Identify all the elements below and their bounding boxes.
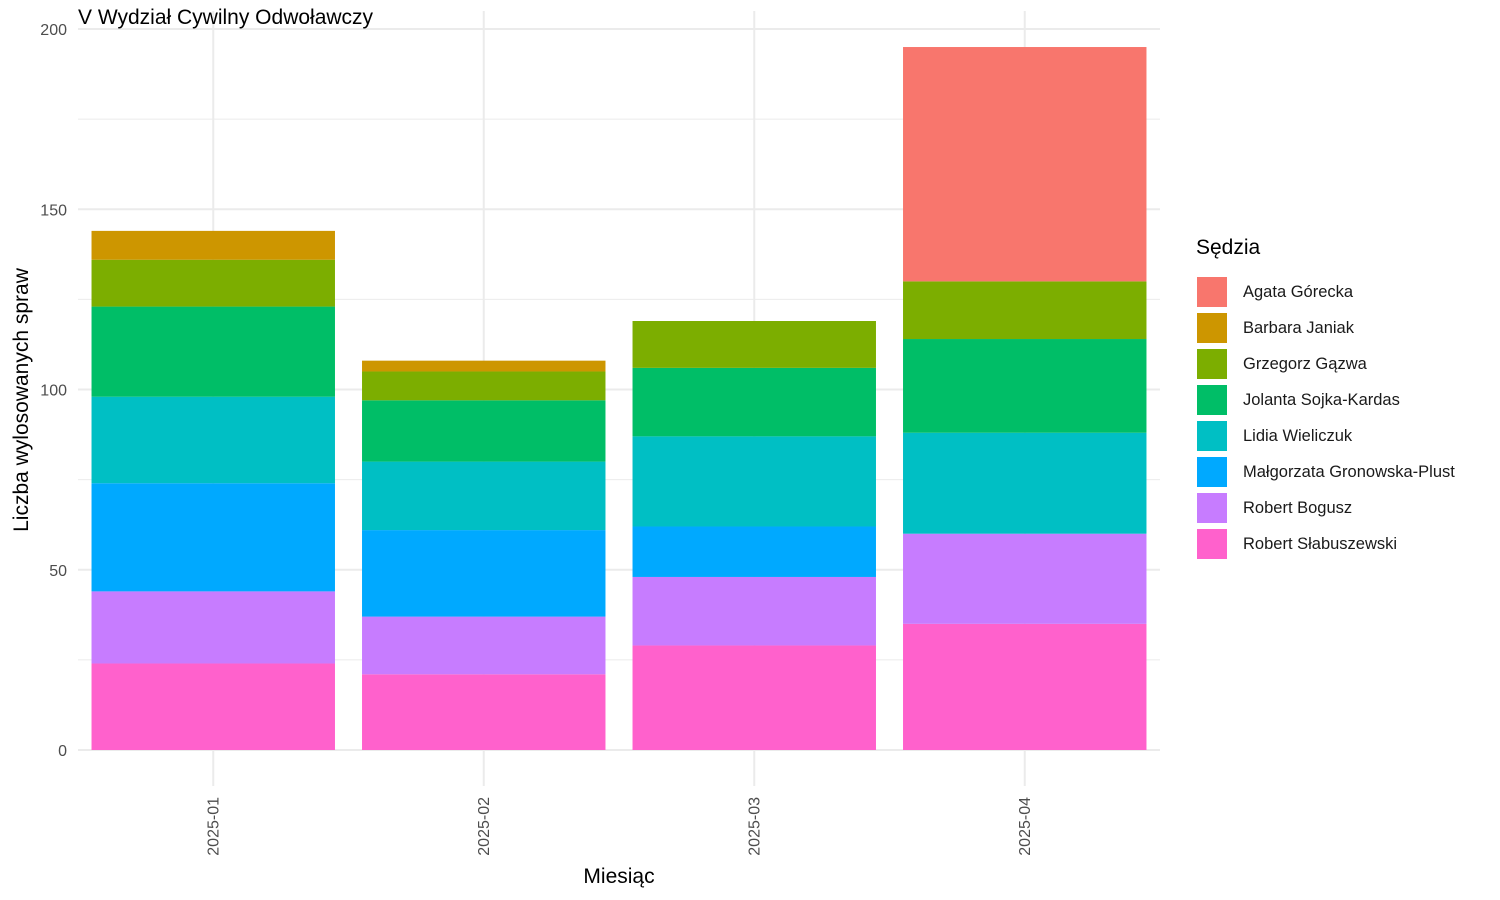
legend-key bbox=[1196, 420, 1228, 452]
y-tick-label: 150 bbox=[40, 202, 67, 219]
bar-segment bbox=[91, 230, 335, 260]
legend-item: Grzegorz Gązwa bbox=[1196, 346, 1455, 382]
bar-segment bbox=[903, 281, 1147, 340]
legend-title: Sędzia bbox=[1196, 236, 1261, 259]
legend-item: Robert Bogusz bbox=[1196, 490, 1455, 526]
bar-segment bbox=[362, 360, 606, 372]
bar-segment bbox=[903, 623, 1147, 750]
legend-key bbox=[1196, 492, 1228, 524]
bar-segment bbox=[91, 396, 335, 484]
y-tick-label: 50 bbox=[49, 563, 67, 580]
legend-label: Robert Słabuszewski bbox=[1243, 534, 1398, 553]
x-tick-label: 2025-04 bbox=[1017, 797, 1034, 856]
legend-item: Lidia Wieliczuk bbox=[1196, 418, 1455, 454]
bar-segment bbox=[362, 461, 606, 531]
legend-key bbox=[1196, 348, 1228, 380]
legend-item: Małgorzata Gronowska-Plust bbox=[1196, 454, 1455, 490]
bar-segment bbox=[91, 663, 335, 750]
bar-segment bbox=[91, 306, 335, 397]
bar-segment bbox=[91, 259, 335, 307]
bar-segment bbox=[91, 483, 335, 592]
legend-item: Agata Górecka bbox=[1196, 274, 1455, 310]
x-tick-label: 2025-01 bbox=[205, 797, 222, 856]
x-axis-title: Miesiąc bbox=[583, 865, 655, 888]
bar-segment bbox=[362, 530, 606, 617]
bar-segment bbox=[362, 400, 606, 462]
legend-item: Barbara Janiak bbox=[1196, 310, 1455, 346]
legend-label: Agata Górecka bbox=[1243, 282, 1354, 301]
bar-segment bbox=[362, 371, 606, 401]
bar-segment bbox=[903, 339, 1147, 433]
x-tick-label: 2025-02 bbox=[476, 797, 493, 856]
legend-key bbox=[1196, 312, 1228, 344]
bar-segment bbox=[632, 576, 876, 646]
y-tick-label: 200 bbox=[40, 22, 67, 39]
legend-label: Grzegorz Gązwa bbox=[1243, 354, 1367, 373]
y-axis-title: Liczba wylosowanych spraw bbox=[10, 268, 33, 532]
bar-segment bbox=[632, 436, 876, 527]
legend-label: Robert Bogusz bbox=[1243, 498, 1353, 517]
y-tick-label: 0 bbox=[58, 743, 67, 760]
bar-segment bbox=[632, 645, 876, 750]
bar-segment bbox=[903, 432, 1147, 534]
legend-key bbox=[1196, 456, 1228, 488]
legend-label: Barbara Janiak bbox=[1243, 318, 1354, 337]
x-tick-label: 2025-03 bbox=[746, 797, 763, 856]
legend-key bbox=[1196, 384, 1228, 416]
bar-segment bbox=[632, 367, 876, 437]
bar-segment bbox=[903, 47, 1147, 282]
bar-segment bbox=[362, 674, 606, 750]
bar-segment bbox=[632, 321, 876, 368]
bar-segment bbox=[632, 526, 876, 577]
legend-item: Jolanta Sojka-Kardas bbox=[1196, 382, 1455, 418]
chart-title: V Wydział Cywilny Odwoławczy bbox=[78, 6, 374, 29]
legend: Sędzia Agata Górecka Barbara Janiak Grzego… bbox=[1196, 236, 1455, 562]
y-tick-label: 100 bbox=[40, 383, 67, 400]
bar-segment bbox=[903, 533, 1147, 624]
legend-key bbox=[1196, 276, 1228, 308]
legend-label: Jolanta Sojka-Kardas bbox=[1243, 390, 1400, 409]
legend-item: Robert Słabuszewski bbox=[1196, 526, 1455, 562]
legend-items: Agata Górecka Barbara Janiak Grzegorz Gązw… bbox=[1196, 274, 1455, 562]
legend-key bbox=[1196, 528, 1228, 560]
legend-label: Małgorzata Gronowska-Plust bbox=[1243, 462, 1455, 481]
bar-segment bbox=[362, 616, 606, 675]
bar-segment bbox=[91, 591, 335, 664]
legend-label: Lidia Wieliczuk bbox=[1243, 426, 1353, 445]
